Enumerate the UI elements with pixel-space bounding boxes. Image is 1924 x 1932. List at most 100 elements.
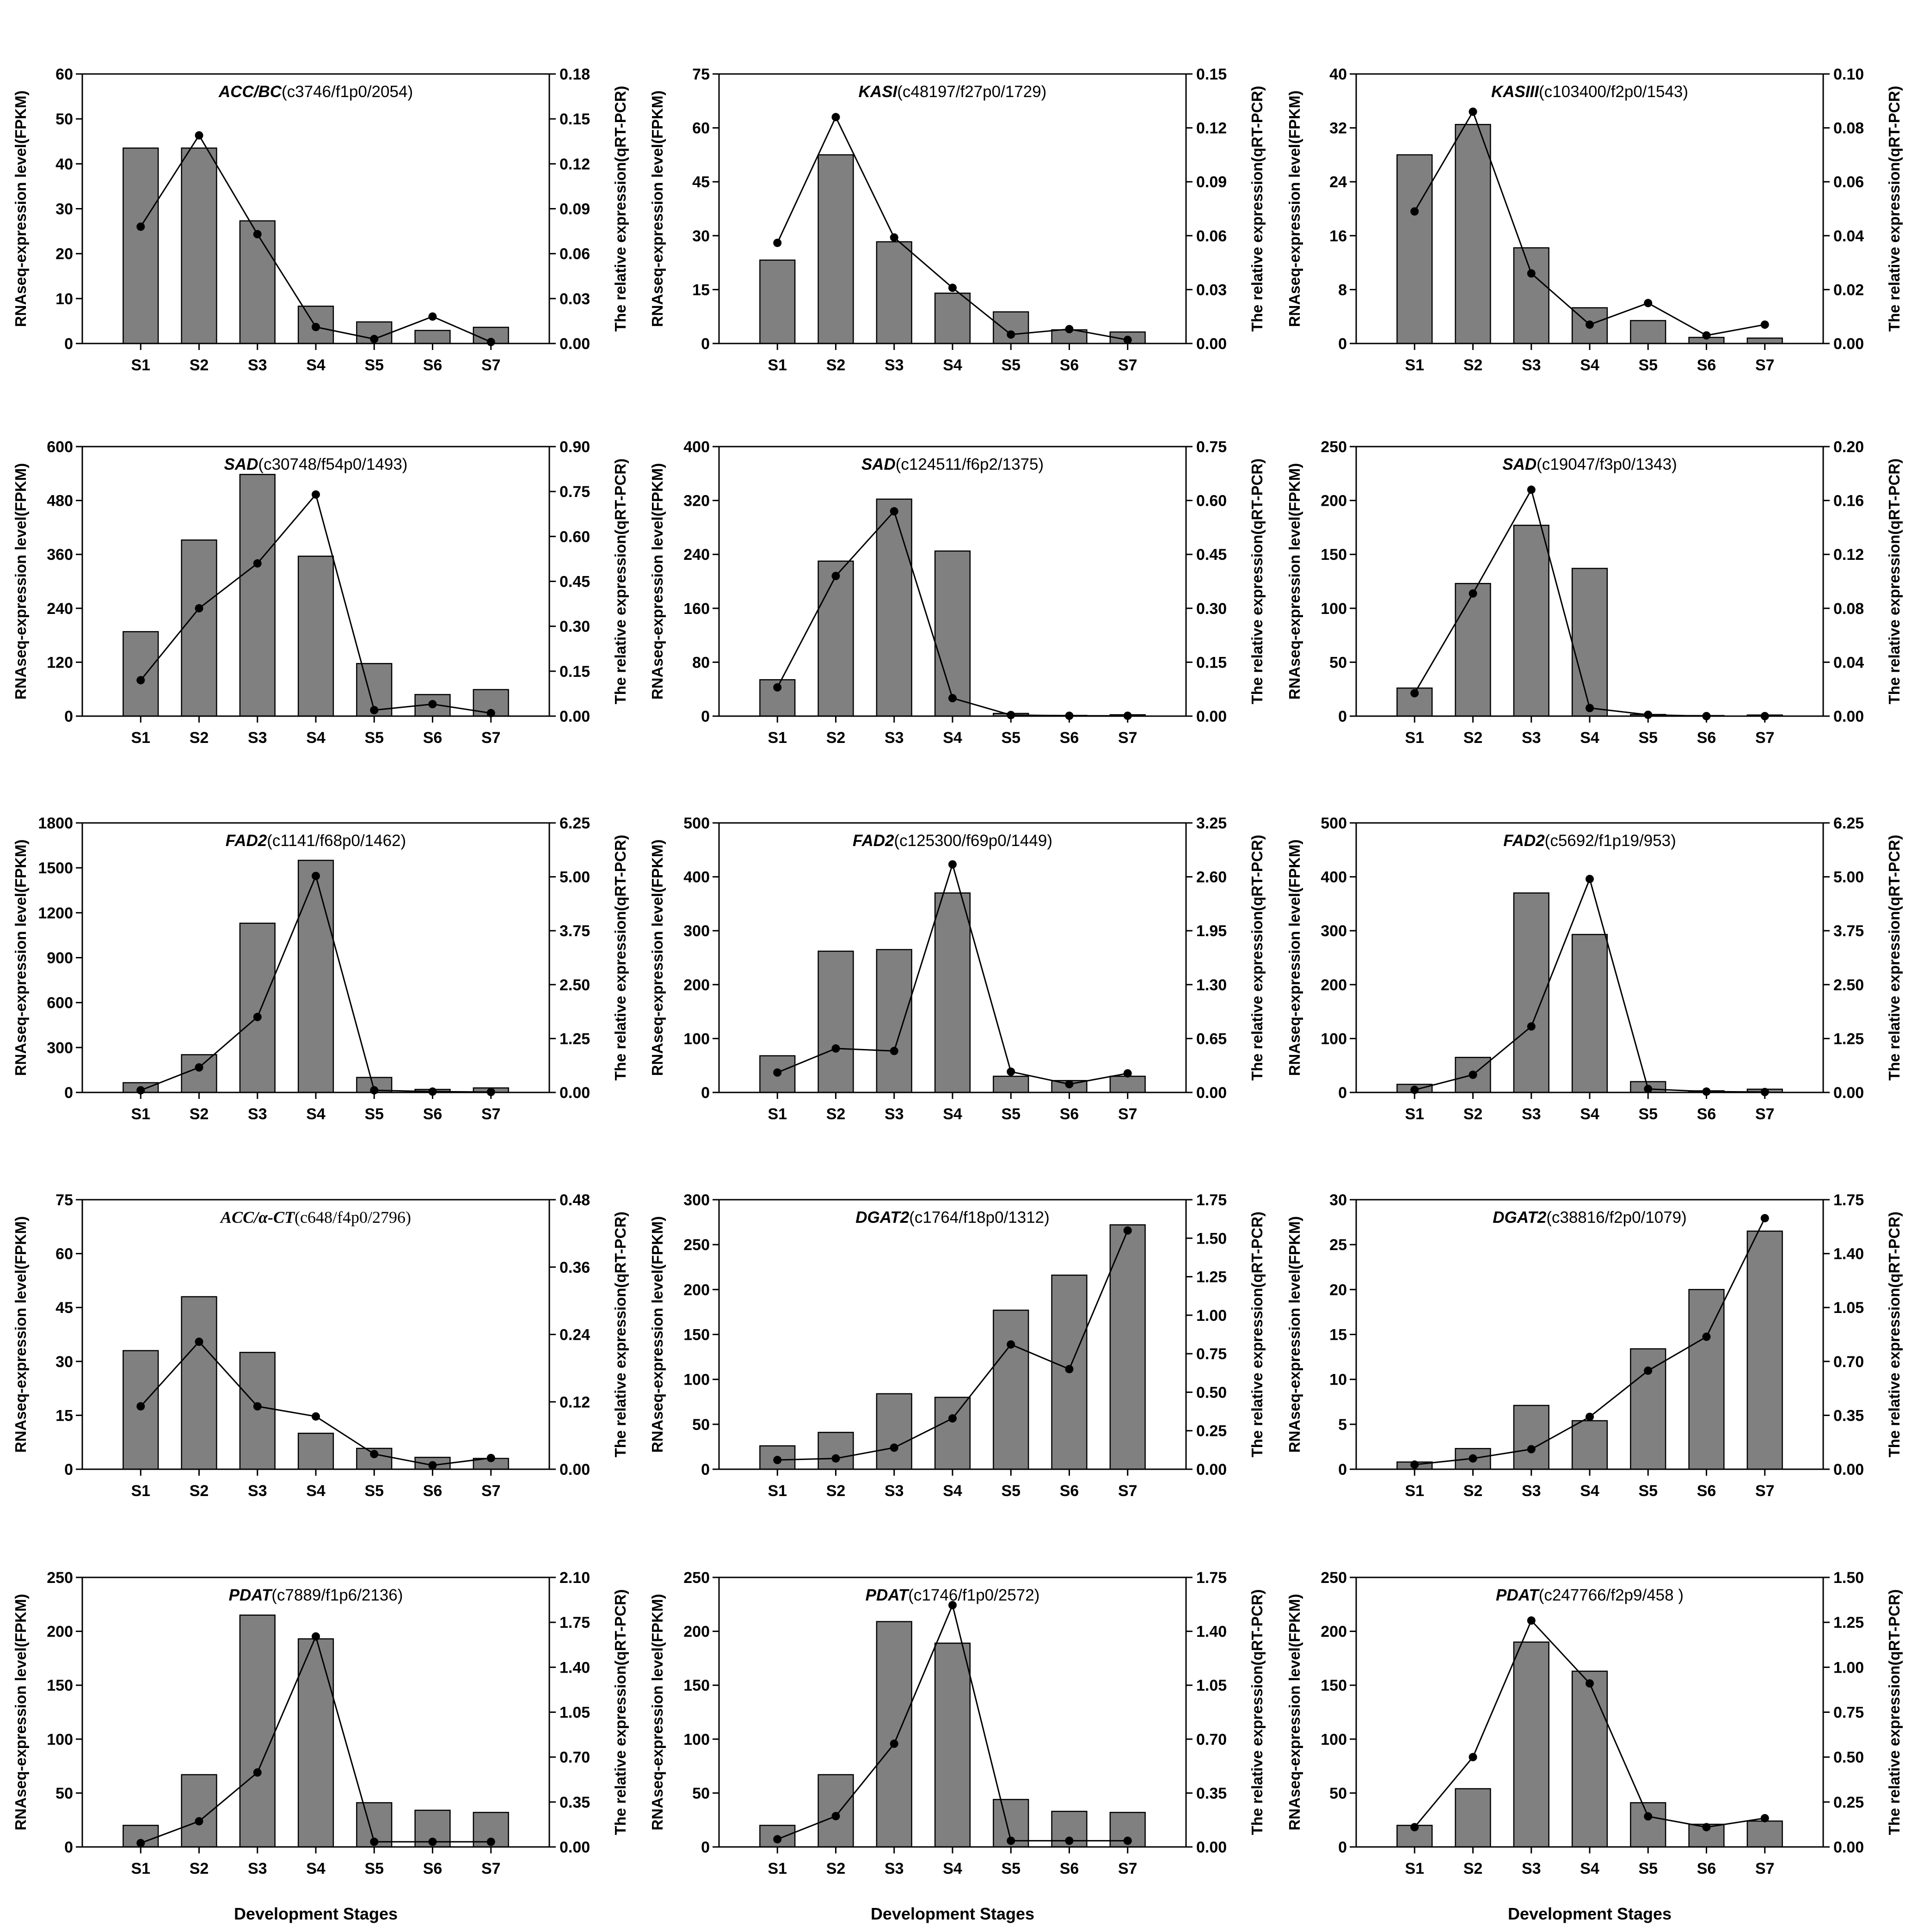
x-tick-label: S4 xyxy=(1580,1482,1599,1500)
x-tick-label: S4 xyxy=(306,729,326,747)
y-tick-label: 250 xyxy=(1321,1569,1347,1587)
qrt-pcr-point xyxy=(1527,1616,1536,1625)
y-tick-label: 45 xyxy=(55,1299,73,1317)
y-tick-label: 400 xyxy=(1321,869,1347,886)
x-tick-label: S7 xyxy=(1755,356,1775,374)
bar xyxy=(414,330,451,344)
qrt-pcr-point xyxy=(1410,1823,1419,1832)
qrt-pcr-point xyxy=(1527,485,1536,494)
qrt-pcr-point xyxy=(1760,1214,1769,1222)
y2-tick-label: 0.09 xyxy=(1196,173,1227,191)
y-tick-label: 250 xyxy=(47,1569,73,1587)
panel-title: FAD2(c1141/f68p0/1462) xyxy=(226,832,406,850)
y-tick-label: 80 xyxy=(692,654,710,671)
panel-title-id: (c103400/f2p0/1543) xyxy=(1539,83,1688,101)
qrt-pcr-point xyxy=(831,113,840,122)
x-tick-label: S4 xyxy=(1580,729,1599,747)
qrt-pcr-point xyxy=(1123,336,1132,344)
panel-title-id: (c38816/f2p0/1079) xyxy=(1546,1208,1687,1227)
y-tick-label: 300 xyxy=(1321,922,1347,940)
panel-title-gene: PDAT xyxy=(229,1586,273,1604)
y2-axis-title: The relative expression(qRT-PCR) xyxy=(1248,459,1266,705)
x-tick-label: S4 xyxy=(1580,1105,1599,1123)
y2-tick-label: 0.02 xyxy=(1833,281,1864,299)
qrt-pcr-point xyxy=(486,1088,495,1097)
y2-tick-label: 0.00 xyxy=(1196,1839,1227,1856)
bar xyxy=(123,147,159,344)
y2-tick-label: 0.00 xyxy=(1833,708,1864,725)
y-axis-title: RNAseq-expression level(FPKM) xyxy=(1286,1216,1303,1453)
x-tick-label: S2 xyxy=(190,1105,209,1123)
x-tick-label: S5 xyxy=(364,356,384,374)
bar xyxy=(297,859,334,1093)
qrt-pcr-point xyxy=(195,1063,203,1072)
qrt-pcr-point xyxy=(1644,299,1653,307)
y2-tick-label: 5.00 xyxy=(1833,869,1864,886)
y-tick-label: 200 xyxy=(683,1623,710,1641)
qrt-pcr-point xyxy=(1007,330,1015,339)
x-tick-label: S4 xyxy=(1580,356,1599,374)
y2-tick-label: 2.60 xyxy=(1196,869,1227,886)
qrt-pcr-point xyxy=(890,233,898,242)
qrt-pcr-point xyxy=(1065,1365,1074,1374)
qrt-pcr-point xyxy=(370,706,379,715)
x-tick-label: S4 xyxy=(943,1860,962,1877)
qrt-pcr-point xyxy=(948,283,957,292)
y2-tick-label: 1.75 xyxy=(1196,1191,1227,1209)
x-tick-label: S5 xyxy=(364,1860,384,1877)
bar xyxy=(1513,247,1549,344)
y2-tick-label: 0.00 xyxy=(559,1461,590,1478)
y-axis-title: RNAseq-expression level(FPKM) xyxy=(649,1216,666,1453)
qrt-pcr-point xyxy=(773,1068,782,1077)
qrt-pcr-point xyxy=(312,323,320,331)
qrt-pcr-point xyxy=(831,1812,840,1821)
y2-tick-label: 1.05 xyxy=(1833,1299,1864,1317)
bar xyxy=(1630,1802,1666,1848)
y-tick-label: 100 xyxy=(683,1030,710,1048)
x-tick-label: S5 xyxy=(364,729,384,747)
y2-tick-label: 0.00 xyxy=(1833,335,1864,353)
x-tick-label: S3 xyxy=(248,356,267,374)
qrt-pcr-point xyxy=(195,1337,203,1346)
qrt-pcr-point xyxy=(773,1835,782,1844)
y2-tick-label: 2.50 xyxy=(1833,976,1864,994)
y2-tick-label: 1.25 xyxy=(1833,1614,1864,1631)
x-tick-label: S2 xyxy=(1463,1105,1483,1123)
qrt-pcr-point xyxy=(1586,1412,1594,1421)
bar xyxy=(876,1393,912,1470)
y2-tick-label: 0.06 xyxy=(1833,173,1864,191)
y-tick-label: 45 xyxy=(692,173,710,191)
chart-panel: 0 50 100 150 200 250 300 0.00 0.25 0.50 0.75 1.00 1.… xyxy=(649,1191,1266,1500)
y-tick-label: 150 xyxy=(683,1677,710,1694)
chart-panel: 0 10 20 30 40 50 60 0.00 0.03 0.06 0.09 0.12 0.15 0.1… xyxy=(12,66,629,374)
bar xyxy=(1109,1224,1146,1470)
x-tick-label: S3 xyxy=(885,356,904,374)
y-tick-label: 24 xyxy=(1329,173,1347,191)
x-tick-label: S2 xyxy=(1463,1482,1483,1500)
x-tick-label: S3 xyxy=(1522,1105,1541,1123)
y2-tick-label: 1.75 xyxy=(559,1614,590,1631)
y2-tick-label: 0.08 xyxy=(1833,600,1864,618)
x-tick-label: S3 xyxy=(248,1860,267,1877)
bar xyxy=(239,220,276,344)
qrt-pcr-point xyxy=(428,700,437,709)
chart-panel: 0 15 30 45 60 75 0.00 0.12 0.24 0.36 0.48 S1 S2 S3 S4 S… xyxy=(12,1191,629,1500)
x-tick-label: S4 xyxy=(943,1105,962,1123)
y2-tick-label: 1.25 xyxy=(1833,1030,1864,1048)
y-tick-label: 60 xyxy=(692,120,710,137)
qrt-pcr-point xyxy=(1702,712,1711,720)
y2-tick-label: 0.45 xyxy=(1196,546,1227,564)
y2-tick-label: 0.15 xyxy=(559,110,590,128)
y-tick-label: 1800 xyxy=(38,815,73,832)
panel-title: KASI(c48197/f27p0/1729) xyxy=(859,83,1047,101)
panel-title-id: (c7889/f1p6/2136) xyxy=(271,1586,403,1604)
y2-axis-title: The relative expression(qRT-PCR) xyxy=(1886,835,1903,1081)
y2-tick-label: 2.50 xyxy=(559,976,590,994)
bar xyxy=(1746,337,1783,344)
y2-tick-label: 0.00 xyxy=(559,708,590,725)
x-tick-label: S3 xyxy=(1522,729,1541,747)
x-tick-label: S1 xyxy=(1405,1105,1424,1123)
x-tick-label: S6 xyxy=(423,1482,443,1500)
panel-title: PDAT(c1746/f1p0/2572) xyxy=(866,1586,1040,1604)
x-tick-label: S3 xyxy=(885,1105,904,1123)
